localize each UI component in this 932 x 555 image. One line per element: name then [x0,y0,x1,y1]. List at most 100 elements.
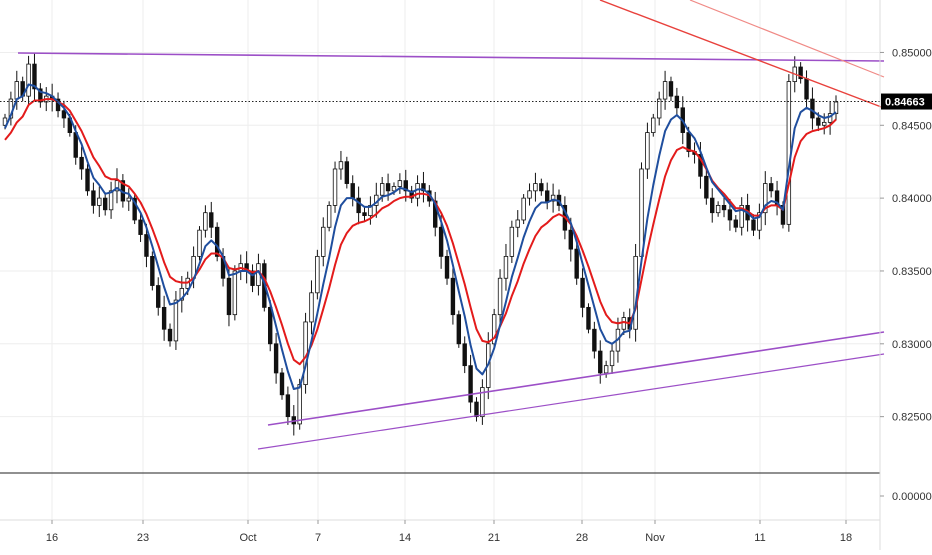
candle-body [173,299,179,342]
x-tick-label: 14 [399,532,411,544]
candle-body [609,350,615,367]
candle-body [798,66,803,80]
candle-body [250,270,255,286]
y-tick-label: 0.82500 [892,412,932,424]
candle-body [156,285,161,308]
candle-body [598,350,603,374]
trendline-red-faint [689,0,885,78]
candle-body [14,81,19,100]
candle-body [621,317,627,330]
candle-body [108,190,114,211]
candle-body [144,234,149,257]
candle-body [38,88,43,103]
candle-body [379,183,385,196]
moving-averages [4,83,837,390]
candle-body [545,190,550,202]
candle-body [515,219,520,228]
x-tick-label: 11 [754,532,765,544]
candle-body [85,168,90,192]
candle-body [297,384,302,425]
last-price-label: 0.84663 [885,97,925,109]
candle-body [397,180,403,187]
candle-body [574,248,579,279]
candle-body [668,81,674,97]
candle-body [91,190,96,206]
candle-body [503,255,509,279]
candle-body [391,186,397,192]
grid-lines [0,0,880,520]
resistance-line [17,52,885,62]
candle-body [704,175,709,199]
candle-body [232,270,238,316]
candle-body [550,194,556,202]
candle-body [102,197,108,211]
candle-body [61,110,67,119]
candle-body [521,197,526,221]
x-tick-label: 28 [576,532,588,544]
candle-body [586,306,591,330]
indicator-tick-label: 0.00000 [892,491,932,503]
candle-body [763,183,768,214]
candle-body [768,183,774,192]
candle-body [462,343,467,367]
candle-body [362,212,367,217]
x-tick-label: Nov [645,532,665,544]
candle-body [645,132,650,170]
candle-body [751,219,756,231]
candle-body [833,101,839,115]
candle-body [727,209,733,221]
candle-body [580,277,585,308]
candle-body [138,219,143,235]
candlesticks [2,52,839,436]
candle-body [739,205,744,228]
candle-body [209,212,214,228]
candle-body [79,156,84,170]
candle-body [480,387,485,418]
candle-body [733,219,739,228]
candle-body [827,113,833,123]
candle-body [385,183,391,192]
trendline-red [599,0,885,109]
candle-body [409,190,414,199]
candle-body [167,328,173,342]
ema-slow-line [4,98,837,366]
candle-body [315,255,320,294]
support-line-parallel [257,353,885,450]
candle-body [226,277,232,316]
candle-body [804,78,809,100]
candle-body [527,190,532,199]
y-tick-label: 0.85000 [892,47,932,59]
candle-body [491,314,497,345]
candle-body [126,197,131,202]
candle-body [321,226,326,257]
x-tick-label: 16 [46,532,58,544]
trendlines[interactable] [0,0,885,450]
candle-body [539,183,544,192]
ema-fast-line [4,83,837,390]
x-tick-label: 7 [315,532,321,544]
candle-body [279,372,285,396]
candle-body [114,180,120,192]
candle-body [474,401,479,418]
candle-body [97,197,102,206]
candle-body [344,161,350,184]
candle-body [32,63,37,90]
candle-body [403,180,408,192]
x-tick-label: 21 [488,532,500,544]
candle-body [444,255,450,279]
candle-body [509,226,515,257]
candle-body [179,288,185,301]
candle-body [715,205,721,214]
candle-body [468,365,473,403]
candle-body [356,197,361,214]
y-tick-label: 0.84500 [892,120,932,132]
candle-body [150,255,155,286]
candle-body [338,161,344,170]
y-tick-label: 0.83500 [892,266,932,278]
candle-body [273,343,279,374]
candle-body [421,183,426,192]
candle-body [350,183,355,199]
